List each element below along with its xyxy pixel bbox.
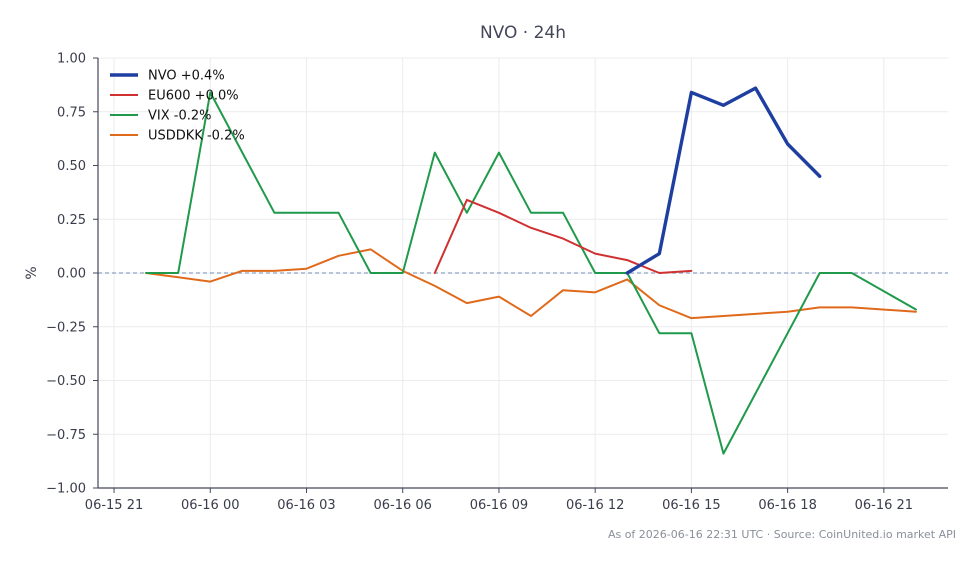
x-tick-label: 06-16 15 [662,498,720,513]
legend-label: VIX -0.2% [148,109,211,124]
series-lines [145,86,917,455]
x-tick-label: 06-16 06 [373,498,431,513]
series-line-1 [433,198,693,274]
y-ticks: 1.00 0.75 0.50 0.25 0.00 −0.25 −0.50 −0.75 −1.00 [46,52,98,497]
series-line-2 [145,91,917,455]
y-tick-label: −1.00 [46,482,86,497]
x-tick-label: 06-16 21 [855,498,913,513]
x-tick-label: 06-16 03 [277,498,335,513]
legend-label: NVO +0.4% [148,69,225,84]
y-tick-label: −0.25 [46,320,86,335]
footer-source: As of 2026-06-16 22:31 UTC · Source: Coi… [608,528,956,541]
y-tick-label: 0.25 [57,213,86,228]
y-tick-label: 0.00 [57,267,86,282]
y-tick-label: −0.75 [46,428,86,443]
legend-label: USDDKK -0.2% [148,129,245,144]
x-ticks: 06-15 21 06-16 00 06-16 03 06-16 06 06-16 09… [85,488,913,513]
x-tick-label: 06-16 12 [566,498,624,513]
x-tick-label: 06-16 09 [470,498,528,513]
y-tick-label: −0.50 [46,374,86,389]
y-tick-label: 0.50 [57,159,86,174]
series-line-3 [145,248,917,320]
x-tick-label: 06-16 00 [181,498,239,513]
y-axis-label: % [24,266,40,279]
legend-label: EU600 +0.0% [148,89,239,104]
x-tick-label: 06-15 21 [85,498,143,513]
legend: NVO +0.4% EU600 +0.0% VIX -0.2% USDDKK -0.2… [110,69,245,144]
y-tick-label: 0.75 [57,105,86,120]
chart-title: NVO · 24h [480,23,566,43]
y-tick-label: 1.00 [57,52,86,67]
x-tick-label: 06-16 18 [758,498,816,513]
series-line-0 [625,86,822,275]
